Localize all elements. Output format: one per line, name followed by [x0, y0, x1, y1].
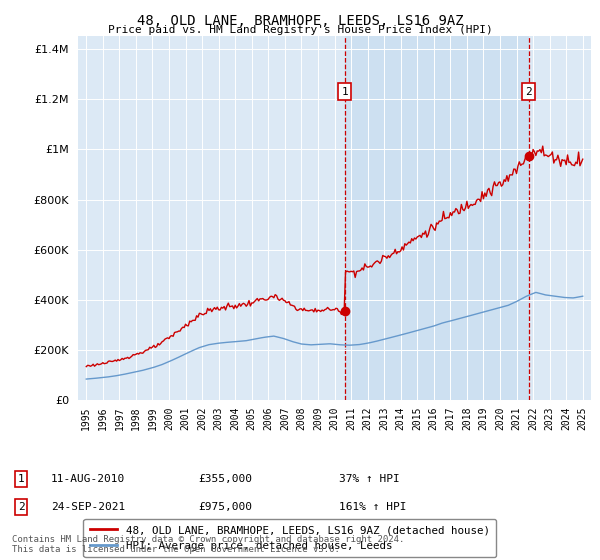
Text: Contains HM Land Registry data © Crown copyright and database right 2024.
This d: Contains HM Land Registry data © Crown c…	[12, 535, 404, 554]
Text: Price paid vs. HM Land Registry's House Price Index (HPI): Price paid vs. HM Land Registry's House …	[107, 25, 493, 35]
Text: 1: 1	[17, 474, 25, 484]
Text: 2: 2	[17, 502, 25, 512]
Legend: 48, OLD LANE, BRAMHOPE, LEEDS, LS16 9AZ (detached house), HPI: Average price, de: 48, OLD LANE, BRAMHOPE, LEEDS, LS16 9AZ …	[83, 519, 496, 557]
Text: £355,000: £355,000	[198, 474, 252, 484]
Text: 1: 1	[341, 87, 348, 97]
Text: 24-SEP-2021: 24-SEP-2021	[51, 502, 125, 512]
Text: 2: 2	[525, 87, 532, 97]
Text: 11-AUG-2010: 11-AUG-2010	[51, 474, 125, 484]
Text: 48, OLD LANE, BRAMHOPE, LEEDS, LS16 9AZ: 48, OLD LANE, BRAMHOPE, LEEDS, LS16 9AZ	[137, 14, 463, 28]
Text: 37% ↑ HPI: 37% ↑ HPI	[339, 474, 400, 484]
Text: £975,000: £975,000	[198, 502, 252, 512]
Bar	[345, 36, 529, 400]
Text: 161% ↑ HPI: 161% ↑ HPI	[339, 502, 407, 512]
